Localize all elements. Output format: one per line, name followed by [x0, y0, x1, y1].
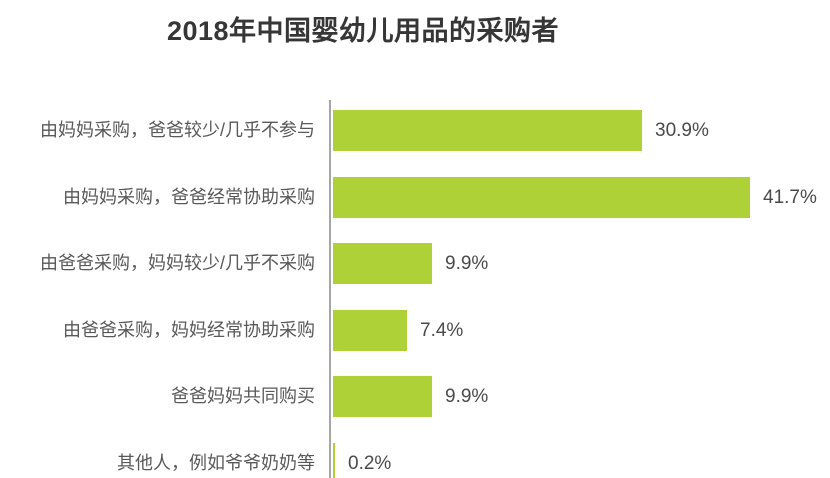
bar-row: 爸爸妈妈共同购买 9.9%	[0, 376, 830, 417]
value-label: 30.9%	[655, 120, 709, 141]
bar	[333, 243, 432, 284]
value-label: 0.2%	[348, 452, 392, 474]
bar	[333, 376, 432, 417]
chart-title: 2018年中国婴幼儿用品的采购者	[166, 16, 560, 46]
y-axis-line	[329, 100, 331, 478]
bar	[333, 110, 642, 151]
bar-row: 由妈妈采购，爸爸经常协助采购 41.7%	[0, 176, 830, 218]
bar	[333, 442, 335, 478]
value-label: 7.4%	[420, 319, 464, 341]
value-label: 9.9%	[445, 386, 489, 407]
bar	[333, 176, 750, 218]
bar	[333, 309, 407, 351]
bar-row: 由爸爸采购，妈妈较少/几乎不采购 9.9%	[0, 243, 830, 284]
bar-row: 由妈妈采购，爸爸较少/几乎不参与 30.9%	[0, 110, 830, 151]
category-label: 由爸爸采购，妈妈经常协助采购	[63, 319, 315, 340]
bar-row: 由爸爸采购，妈妈经常协助采购 7.4%	[0, 309, 830, 351]
category-label: 由妈妈采购，爸爸较少/几乎不参与	[40, 120, 315, 140]
value-label: 41.7%	[763, 186, 817, 208]
value-label: 9.9%	[445, 253, 489, 274]
bar-row: 其他人，例如爷爷奶奶等 0.2%	[0, 442, 830, 478]
category-label: 其他人，例如爷爷奶奶等	[117, 452, 315, 473]
category-label: 爸爸妈妈共同购买	[171, 386, 315, 406]
category-label: 由妈妈采购，爸爸经常协助采购	[63, 186, 315, 207]
category-label: 由爸爸采购，妈妈较少/几乎不采购	[40, 253, 315, 273]
